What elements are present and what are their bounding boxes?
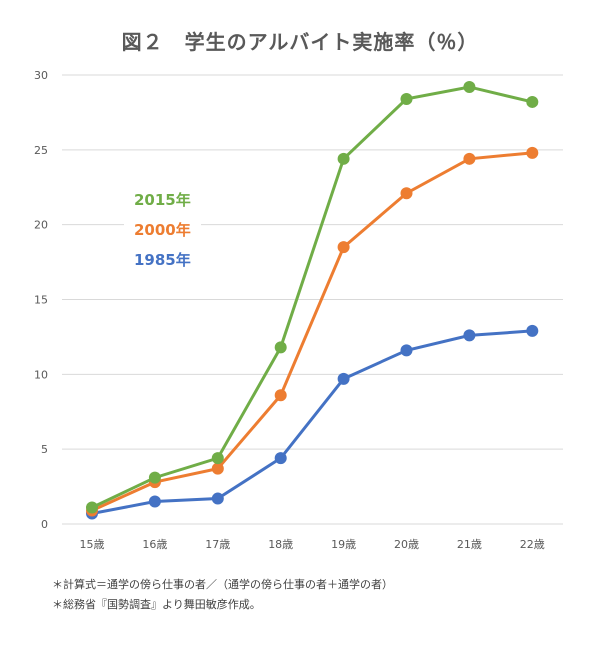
x-tick-label: 19歳: [331, 538, 356, 551]
x-tick-label: 15歳: [80, 538, 105, 551]
data-point: [400, 187, 413, 200]
data-point: [274, 389, 287, 402]
series-line-2000年: [91, 151, 533, 512]
data-point: [211, 492, 224, 505]
legend-2000: 2000年: [124, 219, 201, 240]
y-tick-label: 20: [34, 219, 48, 232]
y-tick-label: 15: [34, 294, 48, 307]
x-tick-label: 22歳: [520, 538, 545, 551]
data-point: [400, 344, 413, 357]
data-point: [211, 452, 224, 465]
legend-1985: 1985年: [134, 251, 191, 269]
data-point: [526, 146, 539, 159]
data-point: [400, 92, 413, 105]
data-point: [211, 462, 224, 475]
series-line-1985年: [91, 329, 533, 515]
data-point: [148, 495, 161, 508]
data-point: [526, 95, 539, 108]
chart-title: 図２ 学生のアルバイト実施率（％）: [121, 30, 479, 54]
legend-2015: 2015年: [134, 191, 191, 209]
data-point: [337, 372, 350, 385]
data-point: [463, 80, 476, 93]
y-tick-label: 5: [41, 443, 48, 456]
x-tick-label: 17歳: [205, 538, 230, 551]
x-tick-label: 20歳: [394, 538, 419, 551]
footnote-formula: ＊計算式＝通学の傍ら仕事の者／（通学の傍ら仕事の者＋通学の者）: [52, 578, 393, 591]
data-point: [274, 341, 287, 354]
y-tick-label: 0: [41, 518, 48, 531]
data-point: [337, 241, 350, 254]
data-point: [274, 452, 287, 465]
x-tick-label: 21歳: [457, 538, 482, 551]
data-point: [463, 329, 476, 342]
data-point: [463, 152, 476, 165]
data-point: [148, 471, 161, 484]
data-point: [86, 501, 98, 514]
y-tick-label: 10: [34, 368, 48, 381]
series-line-2015年: [91, 85, 533, 509]
x-tick-label: 16歳: [142, 538, 167, 551]
y-tick-label: 30: [34, 69, 48, 82]
y-tick-label: 25: [34, 144, 48, 157]
footnote-source: ＊総務省『国勢調査』より舞田敏彦作成。: [52, 598, 261, 611]
data-point: [526, 324, 539, 337]
data-point: [337, 152, 350, 165]
x-tick-label: 18歳: [268, 538, 293, 551]
